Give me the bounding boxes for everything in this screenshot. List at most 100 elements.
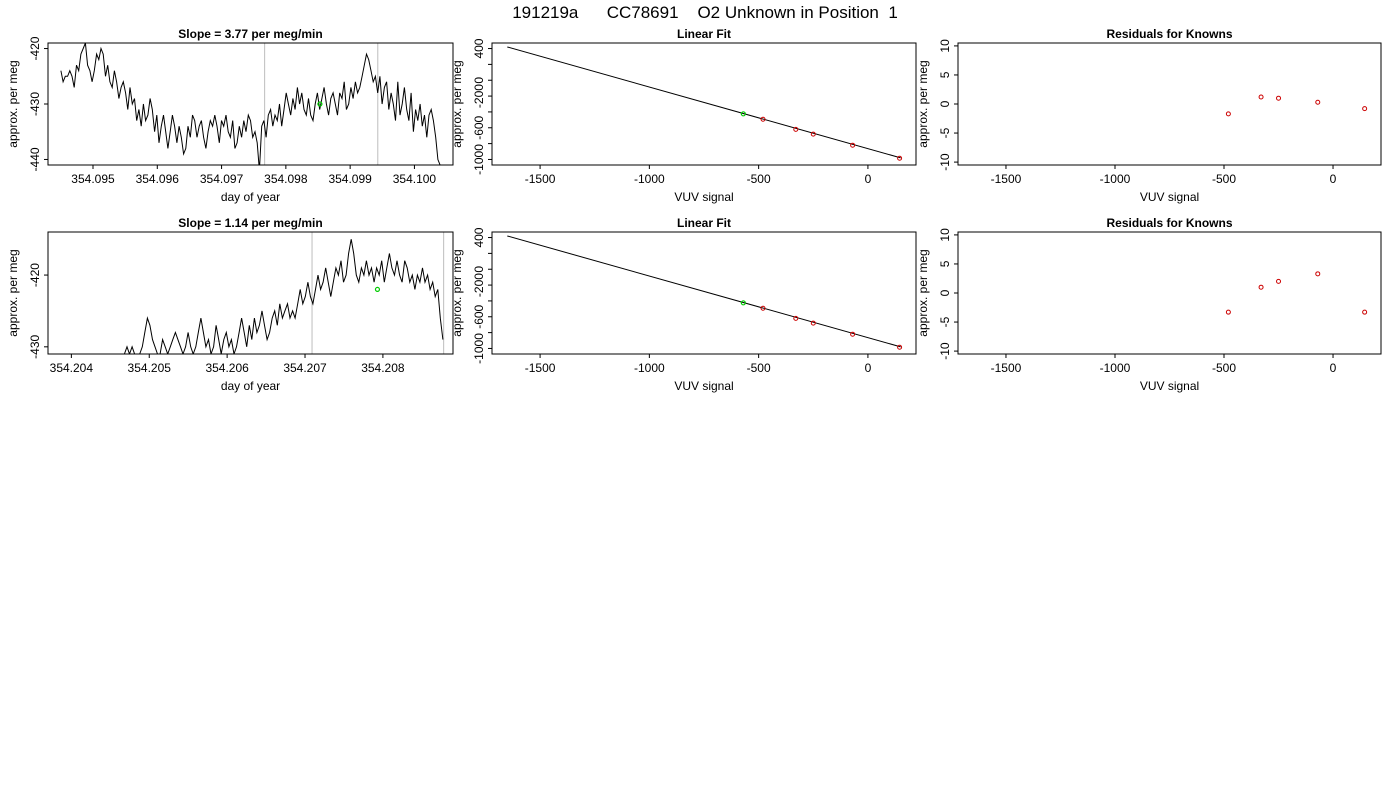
- x-axis-label: VUV signal: [674, 190, 733, 204]
- x-tick-label: -1000: [634, 361, 665, 375]
- x-tick-label: -1000: [1100, 361, 1131, 375]
- y-tick-label: 400: [472, 38, 486, 58]
- known-point: [1315, 99, 1321, 105]
- y-tick-label: -600: [472, 115, 486, 139]
- panel-trace-1: Slope = 3.77 per meg/min 354.095 354.096 35…: [6, 27, 454, 204]
- x-tick-label: 0: [865, 361, 872, 375]
- x-axis-label: VUV signal: [1140, 190, 1199, 204]
- panel-title: Linear Fit: [677, 216, 731, 230]
- x-tick-label: -1000: [634, 172, 665, 186]
- plot-frame: [47, 231, 454, 355]
- y-tick-label: -10: [938, 342, 952, 360]
- known-point: [760, 305, 766, 311]
- plot-frame: [491, 42, 917, 166]
- panel-title: Slope = 3.77 per meg/min: [178, 27, 322, 41]
- known-point: [1258, 94, 1264, 100]
- x-tick-label: 354.099: [328, 172, 372, 186]
- fit-line: [507, 46, 901, 159]
- plot-frame: [491, 231, 917, 355]
- y-tick-label: -420: [28, 263, 42, 287]
- panel-trace-2: Slope = 1.14 per meg/min 354.204 354.205 35…: [6, 216, 454, 393]
- y-tick-label: 5: [938, 260, 952, 267]
- y-tick-label: -440: [28, 147, 42, 171]
- known-point: [897, 155, 903, 161]
- y-axis-label: approx. per meg: [450, 249, 464, 336]
- x-axis-label: VUV signal: [1140, 379, 1199, 393]
- known-point: [810, 320, 816, 326]
- x-axis-label: day of year: [221, 379, 280, 393]
- x-tick-label: 354.205: [128, 361, 172, 375]
- y-axis-label: approx. per meg: [450, 60, 464, 147]
- unknown-point: [740, 300, 746, 306]
- known-point: [1258, 284, 1264, 290]
- x-tick-label: 354.095: [71, 172, 115, 186]
- x-tick-label: 354.097: [200, 172, 244, 186]
- y-tick-label: 0: [472, 77, 486, 84]
- x-tick-label: -1000: [1100, 172, 1131, 186]
- panel-resid-2: Residuals for Knowns -1500 -1000 -500 0 -10 -5…: [916, 216, 1382, 393]
- y-tick-label: -10: [938, 153, 952, 171]
- x-tick-label: 354.206: [205, 361, 249, 375]
- unknown-point: [317, 101, 323, 107]
- unknown-point: [740, 111, 746, 117]
- known-point: [1315, 271, 1321, 277]
- known-point: [850, 331, 856, 337]
- y-tick-label: -5: [938, 316, 952, 327]
- x-axis-label: day of year: [221, 190, 280, 204]
- y-tick-label: 0: [472, 266, 486, 273]
- y-axis-label: approx. per meg: [6, 249, 20, 336]
- y-tick-label: 0: [938, 289, 952, 296]
- y-tick-label: -5: [938, 127, 952, 138]
- known-point: [1276, 95, 1282, 101]
- y-tick-label: 5: [938, 71, 952, 78]
- known-point: [1362, 309, 1368, 315]
- x-tick-label: 354.207: [283, 361, 327, 375]
- panel-title: Slope = 1.14 per meg/min: [178, 216, 322, 230]
- panel-resid-1: Residuals for Knowns -1500 -1000 -500 0 -10 -5…: [916, 27, 1382, 204]
- known-point: [850, 142, 856, 148]
- panel-title: Residuals for Knowns: [1106, 27, 1232, 41]
- x-axis-label: VUV signal: [674, 379, 733, 393]
- y-tick-label: -200: [472, 84, 486, 108]
- series-line: [60, 43, 441, 165]
- x-tick-label: 354.098: [264, 172, 308, 186]
- x-tick-label: -1500: [991, 361, 1022, 375]
- x-tick-label: -500: [1212, 172, 1236, 186]
- y-axis-label: approx. per meg: [916, 60, 930, 147]
- known-point: [897, 344, 903, 350]
- x-tick-label: 0: [1330, 172, 1337, 186]
- x-tick-label: -500: [1212, 361, 1236, 375]
- y-axis-label: approx. per meg: [916, 249, 930, 336]
- series-line: [48, 239, 444, 354]
- x-tick-label: -1500: [991, 172, 1022, 186]
- y-tick-label: -430: [28, 334, 42, 358]
- x-tick-label: 354.208: [361, 361, 405, 375]
- known-point: [1225, 309, 1231, 315]
- y-tick-label: -430: [28, 92, 42, 116]
- x-tick-label: -1500: [525, 172, 556, 186]
- known-point: [1362, 106, 1368, 112]
- x-tick-label: -500: [747, 172, 771, 186]
- x-tick-label: 354.100: [393, 172, 437, 186]
- y-tick-label: -1000: [472, 144, 486, 175]
- known-point: [760, 116, 766, 122]
- y-tick-label: -1000: [472, 333, 486, 364]
- y-tick-label: -200: [472, 273, 486, 297]
- known-point: [1225, 111, 1231, 117]
- x-tick-label: 354.204: [50, 361, 94, 375]
- y-tick-label: -420: [28, 36, 42, 60]
- x-tick-label: -1500: [525, 361, 556, 375]
- y-tick-label: 10: [938, 228, 952, 242]
- x-tick-label: 0: [1330, 361, 1337, 375]
- known-point: [793, 315, 799, 321]
- x-tick-label: 354.096: [136, 172, 180, 186]
- unknown-point: [374, 286, 381, 293]
- panel-title: Residuals for Knowns: [1106, 216, 1232, 230]
- x-tick-label: 0: [865, 172, 872, 186]
- known-point: [1276, 278, 1282, 284]
- y-tick-label: 400: [472, 227, 486, 247]
- main-title: 191219a CC78691 O2 Unknown in Position 1: [512, 3, 898, 22]
- panel-fit-1: Linear Fit-1500 -1000 -500 0-1000-600-20004…: [450, 27, 917, 204]
- x-tick-label: -500: [747, 361, 771, 375]
